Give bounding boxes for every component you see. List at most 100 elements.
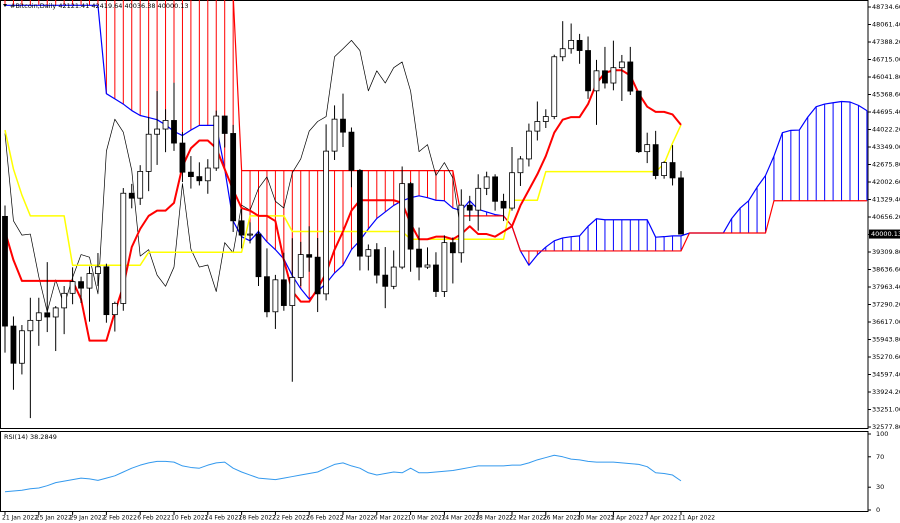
y-tick-label: 42002.60 [872,178,900,186]
candle-body [171,120,177,144]
candle-body [492,176,499,202]
candle-body [373,249,380,276]
y-tick-label: 48061.40 [872,21,900,29]
candle-body [238,220,245,236]
x-tick-label: 29 Jan 2022 [70,515,106,522]
x-tick-label: 10 Mar 2022 [408,515,446,522]
chart-title: #Bitcoin,Daily 42121.41 42419.64 40036.3… [10,2,189,10]
y-tick-label: 33924.20 [872,388,900,396]
candle-body [644,144,651,153]
candle-body [111,303,118,316]
candle-body [652,144,659,176]
x-tick-label: 11 Apr 2022 [678,515,715,522]
x-tick-label: 26 Feb 2022 [306,515,344,522]
candle-body [187,171,194,178]
candle-body [678,177,684,235]
candle-body [323,150,330,295]
candle-body [433,264,439,292]
candle-body [154,128,161,135]
candle-body [264,276,270,313]
candle-body [458,204,465,254]
candle-body [483,176,490,189]
candle-body [390,266,397,287]
axes: 48734.60 48061.40 47388.20 46715.00 46041.80… [2,3,900,522]
candle-body [297,254,304,278]
x-tick-label: 2 Mar 2022 [340,515,374,522]
x-tick-label: 6 Feb 2022 [137,515,171,522]
candle-body [627,61,634,92]
candle-body [661,162,667,176]
candle-body [230,133,237,222]
y-tick-label: 36617.00 [872,318,900,326]
y-tick-label: 35943.80 [872,335,900,343]
y-tick-label: 33251.00 [872,405,900,413]
candle-body [365,249,372,257]
x-tick-label: 18 Feb 2022 [239,515,277,522]
main-frame [0,0,869,429]
candle-body [475,187,482,211]
candle-body [568,39,575,50]
rsi-tick-label: 70 [876,453,884,461]
candle-body [213,115,220,169]
candle-body [128,192,135,199]
y-tick-label: 34597.40 [872,370,900,378]
y-tick-label: 46715.00 [872,56,900,64]
candle-body [272,279,279,313]
x-tick-label: 22 Feb 2022 [272,515,310,522]
candle-body [610,67,617,84]
candle-body [2,215,8,327]
rsi-title: RSI(14) 38.2849 [4,433,57,441]
candle-body [356,169,363,257]
y-tick-label: 37963.40 [872,283,900,291]
y-tick-label: 32577.80 [872,423,900,431]
y-tick-label: 44022.20 [872,126,900,134]
candle-body [10,325,17,364]
y-tick-label: 38636.60 [872,265,900,273]
y-tick-label: 47388.20 [872,38,900,46]
senkou-span-b [232,0,867,252]
candle-body [247,233,253,236]
x-tick-label: 14 Mar 2022 [441,515,479,522]
candle-body [424,264,431,268]
x-tick-label: 26 Mar 2022 [543,515,581,522]
candle-body [95,266,101,274]
rsi-line [4,454,682,493]
x-tick-label: 10 Feb 2022 [171,515,209,522]
candle-body [162,120,169,130]
candle-body [18,330,25,364]
candle-body [340,118,346,133]
y-tick-label: 39309.80 [872,248,900,256]
x-tick-label: 14 Feb 2022 [205,515,243,522]
candle-body [331,118,338,152]
y-tick-label: 41329.40 [872,195,900,203]
y-tick-label: 45368.60 [872,91,900,99]
candle-body [120,192,127,304]
candle-body [618,61,625,69]
x-tick-label: 30 Mar 2022 [577,515,615,522]
x-tick-label: 22 Mar 2022 [509,515,547,522]
rsi-tick-label: 0 [876,506,880,514]
y-tick-label: 43349.00 [872,143,900,151]
candle-body [416,248,422,268]
candle-body [61,292,68,309]
candle-body [44,312,51,318]
candle-body [137,171,144,199]
y-tick-label: 40656.20 [872,213,900,221]
candle-body [534,121,541,132]
candle-body [348,131,355,171]
candle-body [602,70,608,84]
x-tick-label: 7 Apr 2022 [644,515,677,522]
candle-body [635,90,642,153]
candle-body [103,266,110,316]
last-price-box [869,229,900,239]
candle-body [280,279,287,306]
candle-body [196,176,203,182]
candle-body [179,142,186,173]
rsi-tick-label: 30 [876,483,884,491]
y-tick-label: 42675.80 [872,161,900,169]
rsi-frame [0,431,869,512]
x-tick-label: 18 Mar 2022 [475,515,513,522]
candle-body [399,183,406,268]
candle-body [542,116,549,122]
